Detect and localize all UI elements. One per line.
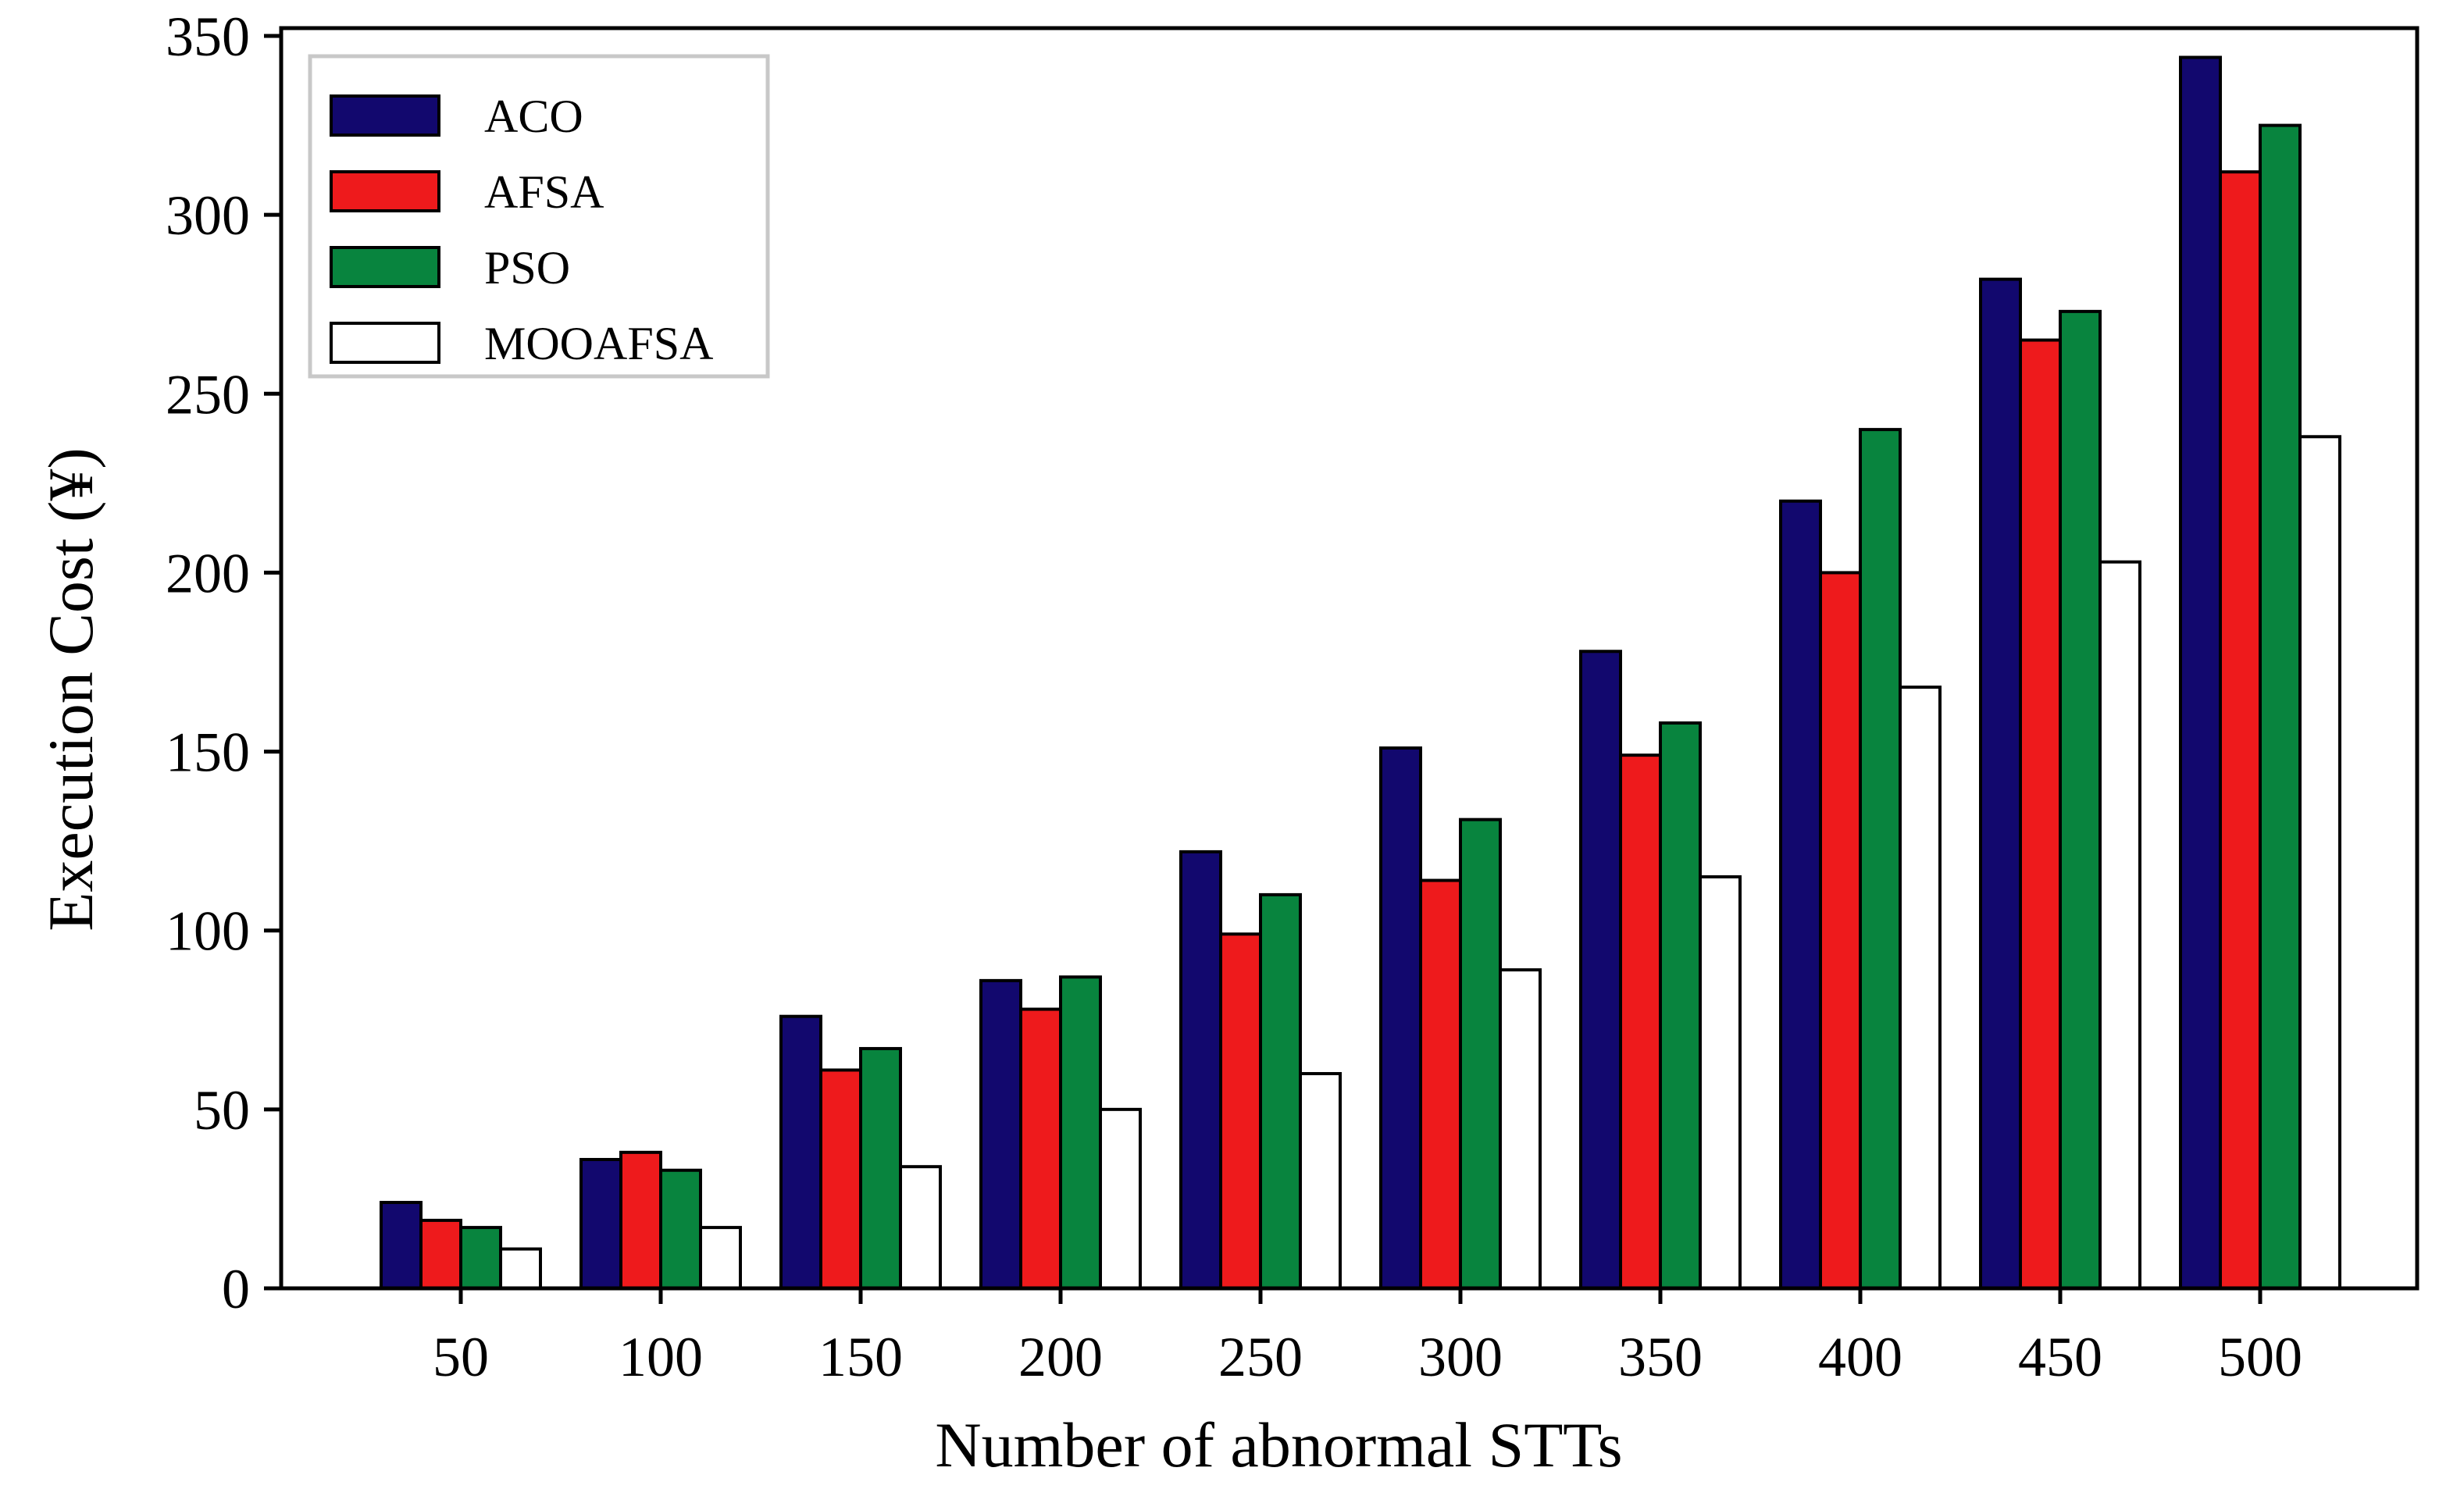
legend-swatch-pso (330, 246, 440, 288)
bar-aco-200 (979, 978, 1022, 1290)
legend-swatch-aco (330, 94, 440, 137)
bar-afsa-100 (619, 1150, 662, 1291)
legend-label-pso: PSO (484, 242, 570, 294)
bar-aco-500 (2179, 55, 2222, 1290)
legend-swatch-mooafsa (330, 322, 440, 364)
y-tick-label: 0 (222, 1258, 250, 1320)
x-axis-title: Number of abnormal STTs (935, 1409, 1622, 1480)
bar-aco-250 (1179, 850, 1222, 1291)
x-tick-label: 500 (2218, 1326, 2302, 1388)
y-tick-label: 100 (166, 900, 250, 963)
x-tick-label: 450 (2018, 1326, 2102, 1388)
bar-pso-100 (659, 1168, 702, 1291)
bar-pso-150 (859, 1046, 902, 1291)
x-tick-label: 350 (1618, 1326, 1703, 1388)
x-tick-label: 400 (1818, 1326, 1902, 1388)
bar-pso-50 (459, 1226, 502, 1290)
y-tick-label: 150 (166, 721, 250, 784)
legend-label-aco: ACO (484, 91, 583, 142)
y-tick-label: 250 (166, 363, 250, 426)
y-axis-ticks: 0 50 100 150 200 250 300 350 (166, 5, 281, 1320)
x-tick-label: 50 (433, 1326, 489, 1388)
legend-label-mooafsa: MOOAFSA (484, 318, 713, 369)
y-tick-label: 350 (166, 5, 250, 68)
x-tick-label: 250 (1218, 1326, 1303, 1388)
bar-mooafsa-150 (899, 1165, 942, 1290)
bar-mooafsa-50 (499, 1247, 542, 1291)
bar-pso-250 (1259, 892, 1302, 1291)
bar-aco-350 (1579, 650, 1622, 1290)
bar-pso-300 (1459, 818, 1502, 1291)
bar-pso-350 (1659, 721, 1702, 1290)
bar-aco-300 (1379, 746, 1422, 1290)
bar-afsa-400 (1819, 571, 1862, 1290)
x-tick-label: 200 (1018, 1326, 1103, 1388)
bar-afsa-300 (1419, 878, 1462, 1291)
x-tick-label: 300 (1418, 1326, 1503, 1388)
y-tick-label: 200 (166, 542, 250, 604)
bar-mooafsa-500 (2298, 435, 2341, 1290)
bar-afsa-250 (1219, 932, 1262, 1290)
bar-afsa-200 (1019, 1007, 1062, 1290)
x-tick-label: 150 (818, 1326, 903, 1388)
bar-afsa-50 (419, 1218, 462, 1290)
bar-aco-150 (779, 1014, 822, 1291)
bar-aco-450 (1979, 277, 2022, 1290)
bar-afsa-150 (819, 1068, 862, 1290)
y-tick-label: 50 (194, 1079, 250, 1142)
bar-pso-400 (1859, 428, 1902, 1290)
bar-mooafsa-100 (699, 1226, 742, 1290)
bar-pso-450 (2059, 309, 2102, 1290)
bar-aco-400 (1779, 499, 1822, 1290)
x-axis-ticks: 50 100 150 200 250 300 350 400 450 500 (433, 1288, 2302, 1388)
bar-mooafsa-450 (2099, 560, 2141, 1290)
bars-group (380, 55, 2341, 1291)
bar-mooafsa-200 (1099, 1107, 1142, 1291)
y-tick-label: 300 (166, 184, 250, 247)
bar-afsa-500 (2219, 170, 2262, 1291)
bar-afsa-450 (2019, 338, 2062, 1290)
bar-mooafsa-250 (1299, 1072, 1342, 1290)
bar-mooafsa-300 (1499, 968, 1542, 1291)
legend-label-afsa: AFSA (484, 166, 604, 218)
bar-mooafsa-350 (1699, 875, 1742, 1290)
bar-aco-100 (579, 1158, 622, 1290)
legend: ACO AFSA PSO MOOAFSA (308, 54, 770, 379)
bar-pso-500 (2259, 123, 2302, 1291)
bar-afsa-350 (1619, 753, 1662, 1290)
y-axis-title: Execution Cost (¥) (35, 447, 106, 931)
bar-pso-200 (1059, 975, 1102, 1290)
plot-frame (279, 26, 2419, 1291)
legend-swatch-afsa (330, 170, 440, 212)
bar-aco-50 (380, 1201, 423, 1291)
bar-mooafsa-400 (1899, 686, 1942, 1290)
x-tick-label: 100 (619, 1326, 703, 1388)
